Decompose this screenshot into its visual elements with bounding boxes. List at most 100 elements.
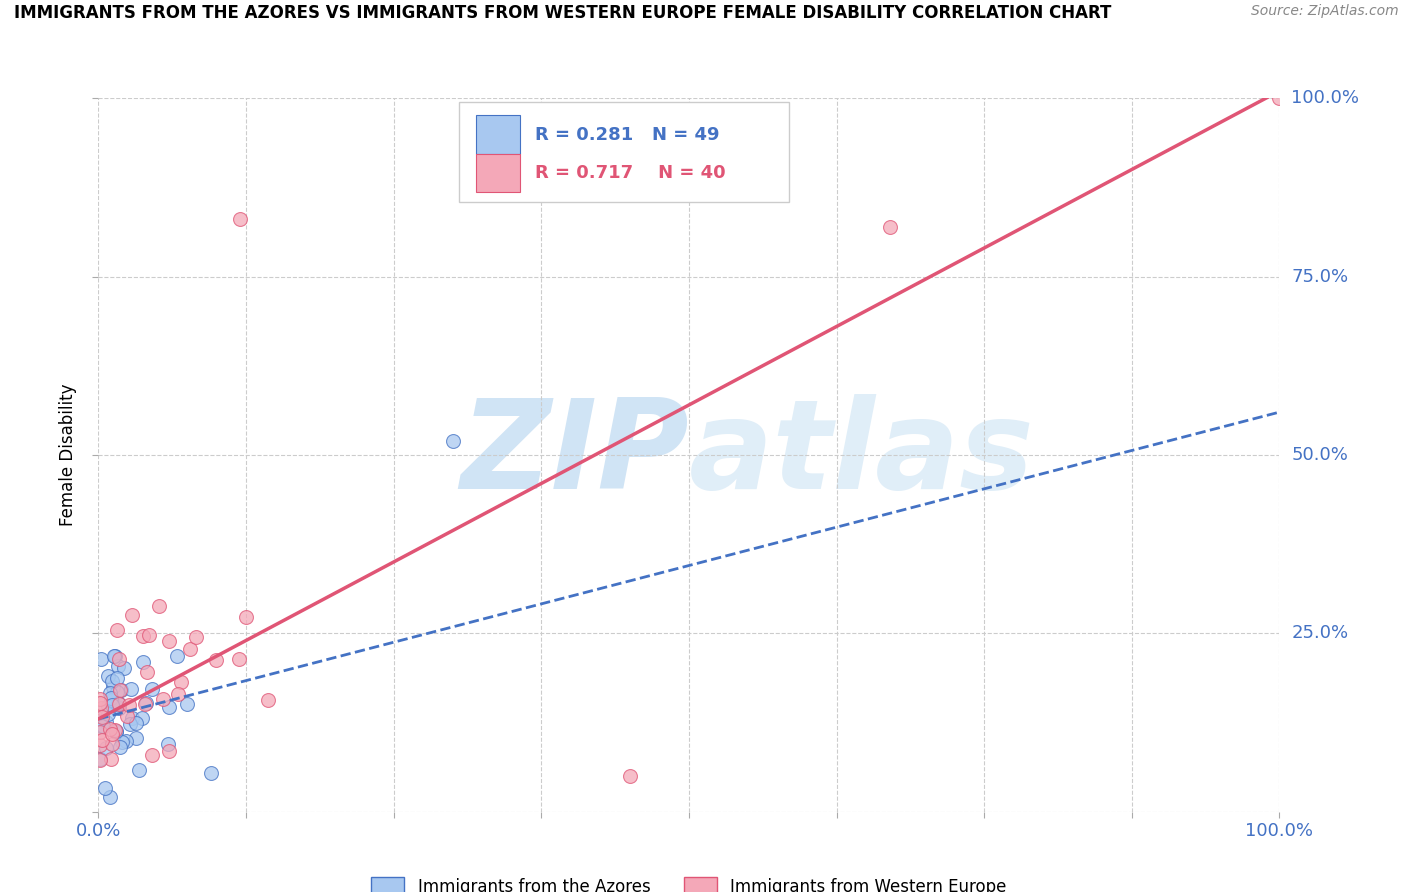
Point — [105, 685, 128, 699]
Point — [90, 719, 112, 733]
Point — [128, 763, 150, 777]
Point — [1268, 91, 1291, 105]
Point — [97, 699, 120, 714]
Point — [619, 769, 641, 783]
Point — [107, 659, 129, 673]
Point — [98, 790, 121, 805]
Text: IMMIGRANTS FROM THE AZORES VS IMMIGRANTS FROM WESTERN EUROPE FEMALE DISABILITY C: IMMIGRANTS FROM THE AZORES VS IMMIGRANTS… — [14, 4, 1111, 22]
Point — [101, 737, 124, 751]
Point — [132, 629, 155, 643]
Point — [169, 675, 191, 690]
Point — [229, 212, 252, 227]
Point — [441, 434, 464, 448]
Point — [141, 748, 163, 763]
Text: R = 0.717    N = 40: R = 0.717 N = 40 — [536, 164, 725, 182]
Point — [148, 599, 170, 614]
Point — [89, 696, 111, 710]
Point — [125, 731, 148, 745]
Text: 50.0%: 50.0% — [1291, 446, 1348, 464]
Point — [118, 698, 141, 713]
Point — [101, 693, 124, 707]
Point — [132, 656, 155, 670]
Point — [89, 738, 111, 752]
Point — [235, 610, 257, 624]
Point — [114, 734, 136, 748]
Point — [107, 696, 129, 710]
Point — [121, 607, 143, 622]
Point — [101, 698, 124, 712]
Point — [112, 661, 135, 675]
Point — [105, 724, 128, 739]
Point — [176, 697, 198, 711]
Point — [98, 722, 121, 736]
Point — [98, 686, 121, 700]
Point — [141, 681, 163, 696]
Point — [89, 752, 111, 766]
Text: R = 0.281   N = 49: R = 0.281 N = 49 — [536, 126, 720, 144]
Text: ZIP: ZIP — [460, 394, 689, 516]
Point — [90, 701, 112, 715]
Legend: Immigrants from the Azores, Immigrants from Western Europe: Immigrants from the Azores, Immigrants f… — [364, 870, 1014, 892]
Text: 25.0%: 25.0% — [1291, 624, 1348, 642]
Point — [110, 740, 132, 755]
Point — [97, 669, 120, 683]
Text: Source: ZipAtlas.com: Source: ZipAtlas.com — [1251, 4, 1399, 19]
Point — [89, 753, 111, 767]
Point — [90, 710, 112, 724]
Point — [107, 697, 129, 711]
FancyBboxPatch shape — [458, 102, 789, 202]
Point — [103, 648, 125, 663]
Point — [120, 682, 142, 697]
Point — [104, 648, 127, 663]
Point — [135, 665, 157, 680]
Point — [108, 697, 131, 711]
Point — [121, 711, 143, 725]
Point — [157, 737, 180, 751]
Point — [104, 723, 127, 737]
Point — [879, 219, 901, 234]
Point — [138, 627, 160, 641]
Point — [94, 715, 117, 730]
Point — [108, 700, 131, 714]
Point — [100, 752, 122, 766]
Point — [152, 692, 174, 706]
Point — [157, 700, 180, 714]
Point — [110, 682, 132, 697]
Text: 75.0%: 75.0% — [1291, 268, 1348, 285]
Point — [179, 641, 201, 656]
Point — [89, 712, 111, 726]
Point — [101, 727, 124, 741]
Point — [91, 732, 114, 747]
Point — [135, 696, 157, 710]
Point — [105, 724, 128, 739]
FancyBboxPatch shape — [477, 115, 520, 153]
Point — [166, 687, 188, 701]
Point — [89, 692, 111, 706]
Point — [101, 673, 124, 688]
Point — [186, 630, 208, 644]
Point — [105, 624, 128, 638]
Text: 100.0%: 100.0% — [1291, 89, 1360, 107]
Y-axis label: Female Disability: Female Disability — [59, 384, 77, 526]
Point — [97, 707, 120, 722]
Point — [101, 681, 124, 695]
Point — [166, 649, 188, 664]
FancyBboxPatch shape — [477, 153, 520, 193]
Point — [89, 725, 111, 739]
Point — [159, 633, 181, 648]
Point — [200, 766, 222, 780]
Point — [125, 715, 148, 730]
Point — [91, 719, 114, 733]
Point — [110, 683, 132, 698]
Text: atlas: atlas — [689, 394, 1035, 516]
Point — [118, 717, 141, 731]
Point — [157, 744, 180, 758]
Point — [228, 652, 250, 666]
Point — [90, 652, 112, 666]
Point — [100, 690, 122, 705]
Point — [205, 653, 228, 667]
Point — [94, 780, 117, 795]
Point — [134, 697, 156, 711]
Point — [108, 652, 131, 666]
Point — [131, 711, 153, 725]
